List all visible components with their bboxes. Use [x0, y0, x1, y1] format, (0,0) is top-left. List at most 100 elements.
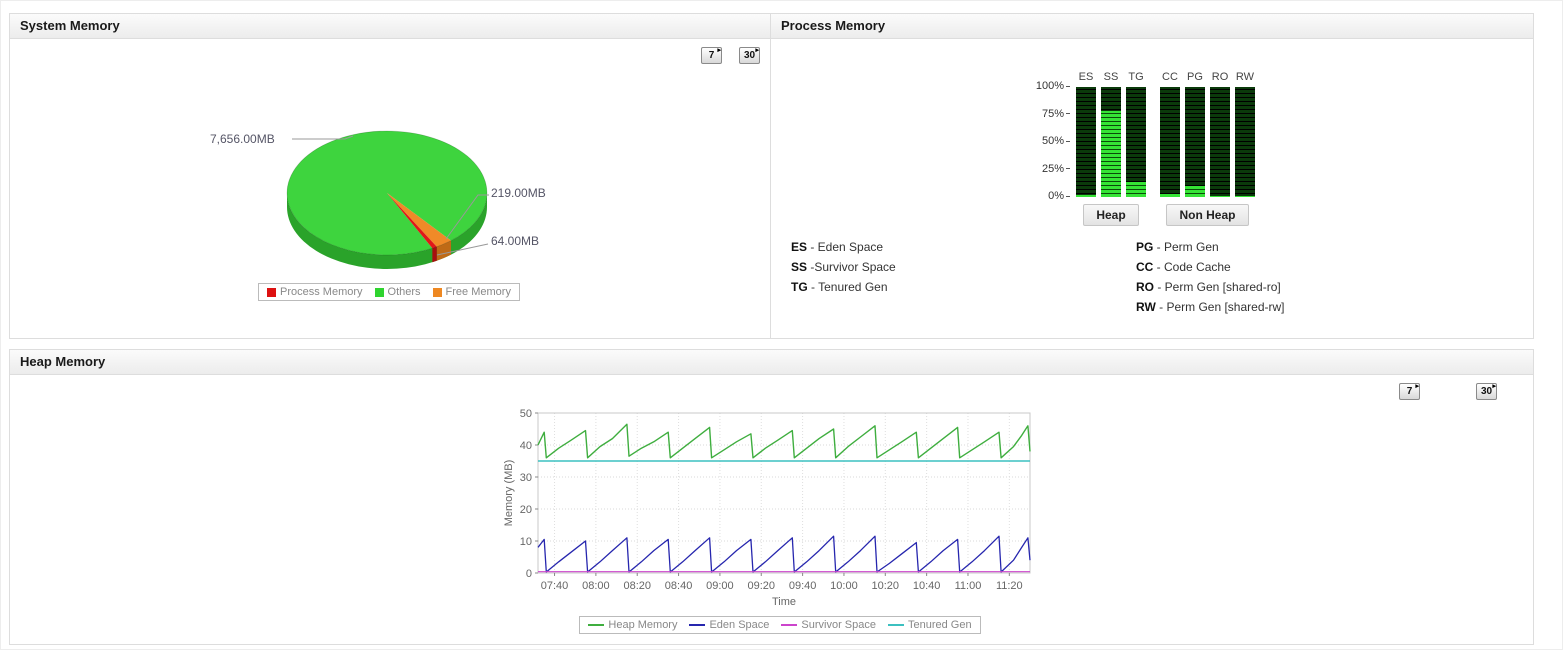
bar-row: CC PG RO RW	[1160, 69, 1255, 197]
svg-text:09:20: 09:20	[747, 580, 775, 592]
pie-label-others: 7,656.00MB	[210, 132, 275, 146]
bar-group-heap: ES SS TG Heap	[1076, 69, 1146, 226]
legend-item: Others	[374, 286, 421, 298]
bar-column-RW: RW	[1235, 69, 1255, 197]
svg-text:Time: Time	[772, 596, 796, 608]
abbrev-legend-row: RW - Perm Gen [shared-rw]	[1136, 300, 1285, 314]
heap-chart-legend: Heap Memory Eden Space Survivor Space Tenur…	[579, 616, 981, 634]
svg-text:10: 10	[520, 536, 532, 548]
legend-label: Tenured Gen	[908, 619, 972, 631]
svg-text:10:20: 10:20	[872, 580, 900, 592]
group-button-heap[interactable]: Heap	[1083, 204, 1139, 226]
svg-text:08:20: 08:20	[623, 580, 651, 592]
led-bar-fill	[1235, 195, 1255, 197]
arrow-right-icon: ▸	[1492, 383, 1496, 390]
system-memory-body: 7 ▸ 30 ▸ 7,656.00MB 219.00MB 64.00MB Pro…	[10, 39, 770, 338]
legend-label: Eden Space	[709, 619, 770, 631]
legend-label: Free Memory	[445, 286, 511, 298]
pie-label-free-memory: 219.00MB	[491, 186, 546, 200]
svg-text:30: 30	[520, 472, 532, 484]
heap-line-chart: 0 10 20 30 40 50 07:40 08:00 08:20 08:40 09:00 09:2…	[503, 408, 1031, 608]
legend-label: Others	[387, 286, 421, 298]
range-7-days-button[interactable]: 7 ▸	[1399, 383, 1420, 400]
bar-code-label: CC	[1162, 71, 1178, 83]
svg-text:40: 40	[520, 440, 532, 452]
led-bar-fill	[1076, 194, 1096, 197]
bar-code-label: RW	[1235, 71, 1255, 83]
abbrev-legend-row: TG - Tenured Gen	[791, 280, 888, 294]
arrow-right-icon: ▸	[755, 47, 759, 54]
legend-item: Heap Memory	[588, 619, 677, 631]
led-bar-TG	[1126, 87, 1146, 197]
svg-text:Memory (MB): Memory (MB)	[503, 460, 515, 527]
system-memory-title: System Memory	[20, 18, 120, 33]
led-bar-fill	[1160, 193, 1180, 197]
heap-memory-body: 7 ▸ 30 ▸ 0 10 20 30 40 50 07:40 08:00 08:20 08:40…	[10, 375, 1533, 644]
bar-code-label: SS	[1103, 71, 1119, 83]
legend-swatch	[267, 287, 276, 297]
range-30-label: 30	[743, 50, 756, 61]
range-7-label: 7	[1406, 386, 1413, 397]
bar-column-ES: ES	[1076, 69, 1096, 197]
process-memory-header: Process Memory	[771, 14, 1533, 39]
heap-memory-title: Heap Memory	[20, 354, 106, 369]
system-memory-pie-chart	[286, 130, 489, 269]
bar-column-TG: TG	[1126, 69, 1146, 197]
svg-text:10:40: 10:40	[913, 580, 941, 592]
legend-swatch	[432, 287, 442, 297]
legend-item: Tenured Gen	[888, 619, 972, 631]
legend-line-sample	[888, 624, 904, 626]
bar-column-RO: RO	[1210, 69, 1230, 197]
svg-text:11:00: 11:00	[955, 580, 982, 592]
system-memory-panel: System Memory 7 ▸ 30 ▸ 7,656.00MB 219.00…	[9, 13, 771, 339]
svg-text:10:00: 10:00	[830, 580, 858, 592]
svg-text:07:40: 07:40	[541, 580, 569, 592]
bar-column-SS: SS	[1101, 69, 1121, 197]
legend-label: Process Memory	[280, 286, 363, 298]
legend-line-sample	[588, 624, 605, 626]
range-30-label: 30	[1480, 386, 1493, 397]
process-memory-panel: Process Memory 100% 75% 50% 25% 0% ES SS TG Hea…	[770, 13, 1534, 339]
svg-text:08:00: 08:00	[582, 580, 610, 592]
led-bar-SS	[1101, 87, 1121, 197]
y-axis-tick-label: 0%	[1048, 190, 1070, 202]
led-bar-fill	[1210, 195, 1230, 197]
bar-group-non-heap: CC PG RO RW Non Heap	[1160, 69, 1255, 226]
system-memory-header: System Memory	[10, 14, 770, 39]
heap-memory-header: Heap Memory	[10, 350, 1533, 375]
led-bar-fill	[1101, 111, 1121, 197]
range-30-days-button[interactable]: 30 ▸	[739, 47, 760, 64]
legend-line-sample	[781, 624, 798, 626]
abbrev-legend-row: ES - Eden Space	[791, 240, 884, 254]
pie-label-process-memory: 64.00MB	[491, 234, 540, 248]
range-30-days-button[interactable]: 30 ▸	[1476, 383, 1497, 400]
process-memory-title: Process Memory	[781, 18, 886, 33]
bar-code-label: TG	[1128, 71, 1144, 83]
arrow-right-icon: ▸	[1415, 383, 1419, 390]
bar-chart-y-axis: 100% 75% 50% 25% 0%	[1024, 69, 1070, 202]
legend-item: Eden Space	[689, 619, 769, 631]
process-memory-body: 100% 75% 50% 25% 0% ES SS TG Heap CC PG RO RW Non He…	[771, 39, 1533, 338]
svg-text:08:40: 08:40	[665, 580, 693, 592]
led-bar-fill	[1185, 186, 1205, 197]
svg-text:0: 0	[526, 568, 532, 580]
group-button-non-heap[interactable]: Non Heap	[1166, 204, 1249, 226]
led-bar-CC	[1160, 87, 1180, 197]
bar-code-label: PG	[1187, 71, 1203, 83]
legend-label: Survivor Space	[801, 619, 876, 631]
heap-line-chart-block: 0 10 20 30 40 50 07:40 08:00 08:20 08:40 09:00 09:2…	[480, 403, 1080, 634]
range-7-days-button[interactable]: 7 ▸	[701, 47, 722, 64]
led-bar-ES	[1076, 87, 1096, 197]
heap-abbrev-legend: ES - Eden Space SS -Survivor Space TG - Te…	[791, 237, 896, 297]
nonheap-abbrev-legend: PG - Perm Gen CC - Code Cache RO - Perm Ge…	[1136, 237, 1284, 317]
abbrev-legend-row: CC - Code Cache	[1136, 260, 1231, 274]
led-bar-RW	[1235, 87, 1255, 197]
bar-column-PG: PG	[1185, 69, 1205, 197]
y-axis-tick-label: 75%	[1042, 108, 1070, 120]
legend-label: Heap Memory	[608, 619, 678, 631]
bar-code-label: RO	[1211, 71, 1229, 83]
legend-line-sample	[689, 624, 706, 626]
bar-row: ES SS TG	[1076, 69, 1146, 197]
svg-text:09:40: 09:40	[789, 580, 817, 592]
